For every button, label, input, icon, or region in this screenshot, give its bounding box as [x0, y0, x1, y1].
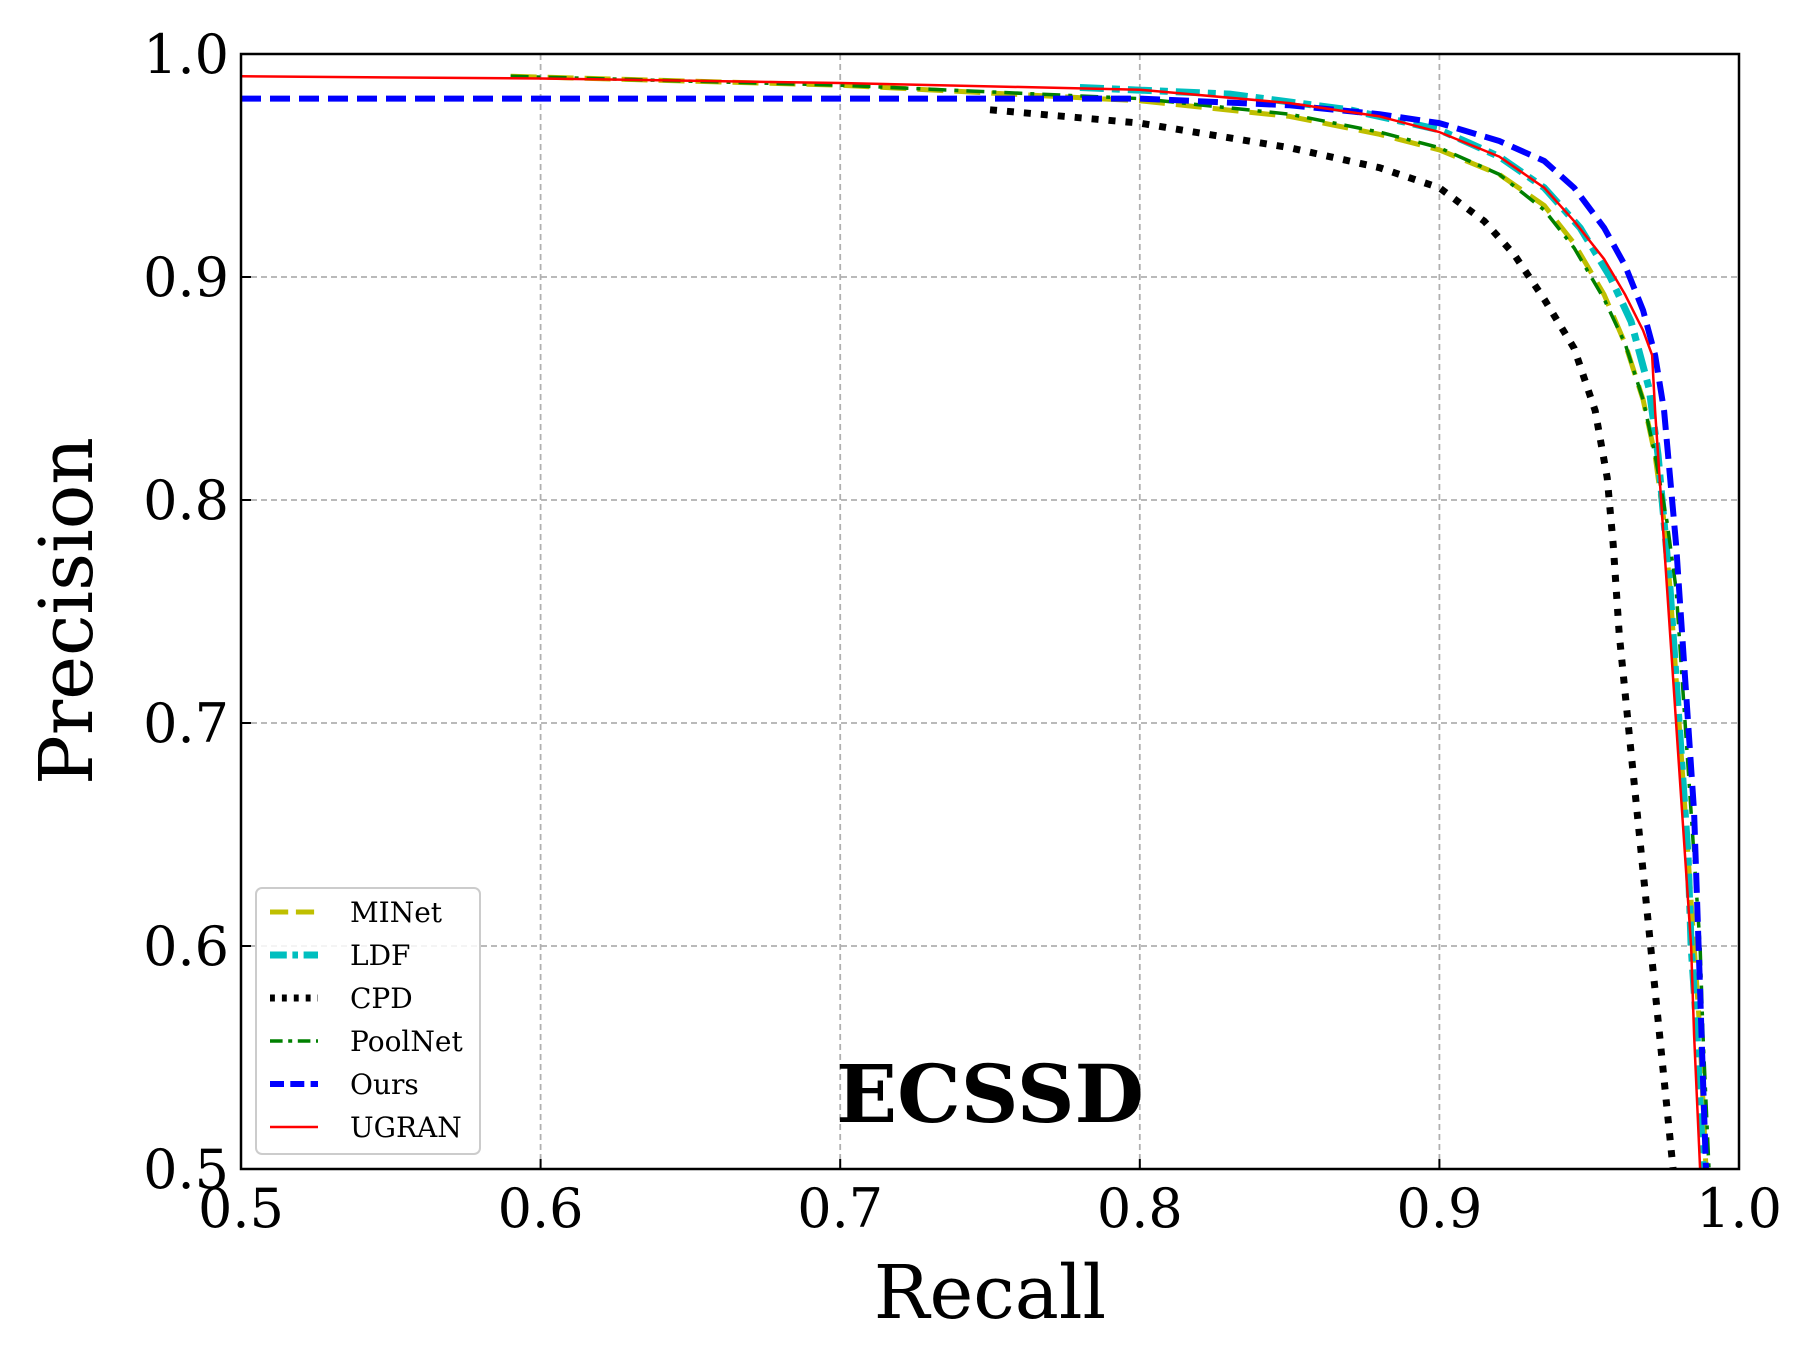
x-tick-label: 0.5: [198, 1177, 284, 1240]
y-tick-label: 0.5: [143, 1138, 229, 1201]
x-tick-label: 1.0: [1696, 1177, 1782, 1240]
x-tick-label: 0.7: [797, 1177, 883, 1240]
axis-ticks: 0.5 0.6 0.7 0.8 0.9 1.0 0.5 0.6 0.7 0.8 0.9 1.0: [143, 23, 1782, 1240]
chart-title: ECSSD: [836, 1047, 1144, 1141]
x-tick-label: 0.8: [1097, 1177, 1183, 1240]
y-axis-title: Precision: [24, 437, 110, 785]
series-line-poolnet: [510, 74, 1711, 1169]
legend-label-poolnet: PoolNet: [350, 1025, 463, 1058]
legend: MINet LDF CPD PoolNet Ours UGRAN: [255, 887, 481, 1155]
x-tick-label: 0.9: [1396, 1177, 1482, 1240]
y-tick-label: 0.8: [143, 469, 229, 532]
plot-frame: [239, 52, 1741, 1171]
series-line-ldf: [1079, 84, 1707, 1169]
legend-label-ldf: LDF: [350, 939, 410, 972]
y-tick-label: 1.0: [143, 23, 229, 86]
grid-lines: [241, 54, 1739, 1169]
series-line-minet: [510, 73, 1709, 1169]
legend-label-minet: MINet: [350, 896, 443, 929]
x-axis-title: Recall: [874, 1250, 1106, 1336]
y-tick-label: 0.9: [143, 246, 229, 309]
legend-label-ugran: UGRAN: [350, 1111, 462, 1144]
y-tick-label: 0.7: [143, 692, 229, 755]
x-tick-label: 0.6: [498, 1177, 584, 1240]
legend-label-cpd: CPD: [350, 982, 413, 1015]
series-line-ugran: [241, 75, 1702, 1169]
series-line-cpd: [989, 106, 1677, 1169]
legend-label-ours: Ours: [350, 1068, 419, 1101]
series-lines: [241, 73, 1711, 1169]
y-tick-label: 0.6: [143, 915, 229, 978]
